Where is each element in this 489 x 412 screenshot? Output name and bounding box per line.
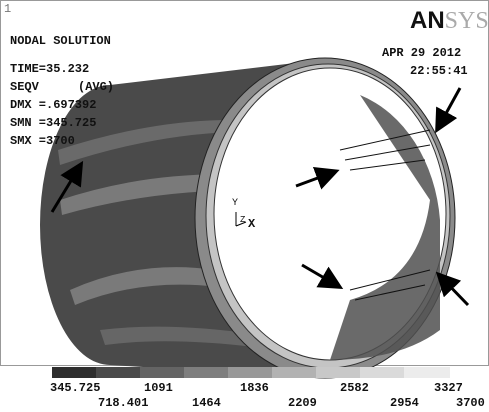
legend-label: 718.401 [98,396,148,410]
legend-label: 2209 [288,396,317,410]
color-band [96,367,140,378]
logo-bold: AN [410,7,445,34]
color-band [360,367,404,378]
triad-y: Y [232,198,238,209]
avg: (AVG) [78,80,114,94]
time: TIME=35.232 [10,62,89,76]
legend-label: 2582 [340,381,369,395]
title: NODAL SOLUTION [10,34,111,48]
window-number: 1 [4,2,11,16]
color-band [404,367,450,378]
legend-label: 345.725 [50,381,100,395]
legend-label: 2954 [390,396,419,410]
logo: ANSYS [410,7,489,34]
color-bar [52,367,450,378]
color-band [272,367,316,378]
legend-label: 3327 [434,381,463,395]
triad-z: Z [240,215,246,225]
date: APR 29 2012 [382,46,461,60]
color-band [316,367,360,378]
triad-x: X [248,217,256,231]
color-band [228,367,272,378]
logo-faded: SYS [445,8,489,34]
smx: SMX =3700 [10,134,75,148]
legend-label: 1464 [192,396,221,410]
dmx: DMX =.697392 [10,98,96,112]
color-band [140,367,184,378]
legend-label: 3700 [456,396,485,410]
smn: SMN =345.725 [10,116,96,130]
color-band [184,367,228,378]
result: SEQV [10,80,40,94]
legend-label: 1091 [144,381,173,395]
ansys-viewport: Y Z X 1 ANSYS NODAL SOLUTION TIME=35.232… [0,0,489,412]
clock: 22:55:41 [410,64,468,78]
color-band [52,367,96,378]
legend-label: 1836 [240,381,269,395]
